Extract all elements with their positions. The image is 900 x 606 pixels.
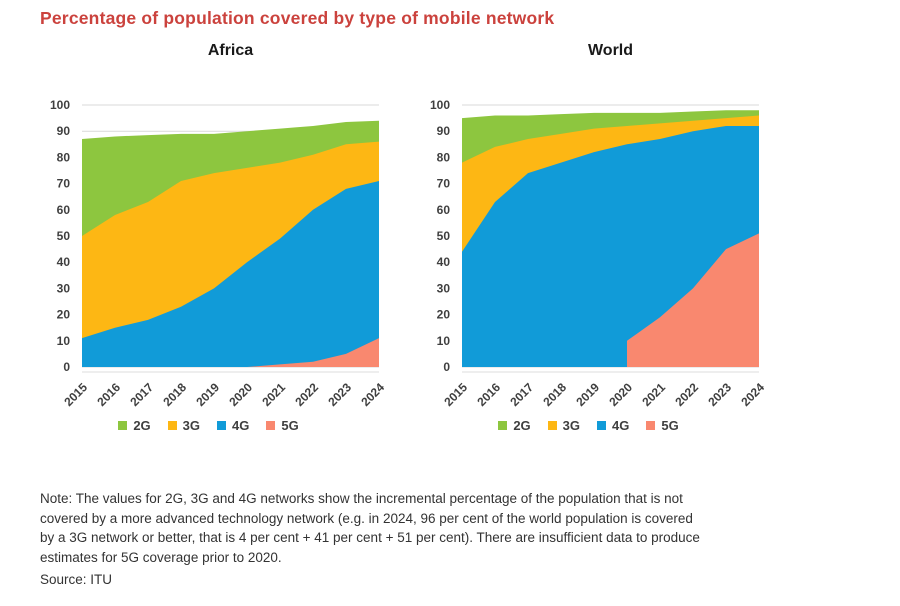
svg-text:2020: 2020 [226, 380, 255, 409]
legend-label-3g: 3G [182, 418, 200, 433]
legend-swatch-5g-icon [266, 421, 276, 430]
svg-text:70: 70 [57, 177, 71, 191]
svg-text:2018: 2018 [160, 380, 189, 409]
svg-text:20: 20 [57, 308, 71, 322]
svg-text:100: 100 [430, 98, 450, 112]
chart-africa: Africa 0 10 20 30 40 50 60 70 80 90 100 2015 2016 201… [34, 40, 384, 450]
legend-swatch-2g-icon [498, 421, 508, 430]
svg-text:2015: 2015 [441, 380, 470, 409]
chart-note: Note: The values for 2G, 3G and 4G netwo… [40, 491, 700, 565]
legend-label-3g: 3G [562, 418, 580, 433]
svg-text:2022: 2022 [672, 380, 701, 409]
legend-item-4g: 4G [217, 418, 249, 433]
legend-swatch-5g-icon [646, 421, 656, 430]
svg-text:20: 20 [437, 308, 451, 322]
svg-text:0: 0 [63, 360, 70, 374]
legend-item-2g: 2G [498, 418, 531, 433]
svg-text:80: 80 [437, 150, 451, 164]
svg-text:2020: 2020 [606, 380, 635, 409]
svg-text:50: 50 [437, 229, 451, 243]
svg-text:10: 10 [437, 334, 451, 348]
svg-text:100: 100 [50, 98, 70, 112]
svg-text:40: 40 [437, 255, 451, 269]
svg-text:60: 60 [57, 203, 71, 217]
legend-item-5g: 5G [646, 418, 679, 433]
svg-text:2017: 2017 [507, 380, 536, 409]
chart-world-title: World [587, 42, 634, 59]
legend-item-2g: 2G [118, 418, 151, 433]
svg-text:2024: 2024 [738, 380, 764, 409]
svg-text:2018: 2018 [540, 380, 569, 409]
legend-label-4g: 4G [232, 418, 250, 433]
svg-text:2021: 2021 [259, 380, 288, 409]
legend-label-5g: 5G [661, 418, 679, 433]
legend-item-4g: 4G [597, 418, 629, 433]
svg-text:90: 90 [57, 124, 71, 138]
legend-label-4g: 4G [612, 418, 630, 433]
page-title: Percentage of population covered by type… [40, 8, 555, 28]
svg-text:2017: 2017 [127, 380, 156, 409]
svg-text:30: 30 [57, 281, 71, 295]
svg-text:70: 70 [437, 177, 451, 191]
chart-source: Source: ITU [40, 572, 113, 587]
chart-world: World 0 10 20 30 40 50 60 70 80 90 100 2015 2016 2017… [414, 40, 764, 450]
legend-swatch-4g-icon [597, 421, 606, 430]
svg-text:2015: 2015 [61, 380, 90, 409]
svg-text:2022: 2022 [292, 380, 321, 409]
legend-item-3g: 3G [167, 418, 200, 433]
svg-text:40: 40 [57, 255, 71, 269]
chart-world-legend: 2G 3G 4G 5G [440, 418, 737, 433]
chart-africa-title: Africa [207, 42, 254, 59]
legend-swatch-3g-icon [167, 421, 177, 430]
legend-label-5g: 5G [281, 418, 299, 433]
svg-text:30: 30 [437, 281, 451, 295]
svg-text:60: 60 [437, 203, 451, 217]
chart-africa-legend: 2G 3G 4G 5G [60, 418, 357, 433]
svg-text:2016: 2016 [94, 380, 123, 409]
svg-text:90: 90 [437, 124, 451, 138]
legend-item-5g: 5G [266, 418, 299, 433]
legend-label-2g: 2G [133, 418, 151, 433]
legend-swatch-4g-icon [217, 421, 226, 430]
svg-text:2024: 2024 [358, 380, 384, 409]
legend-item-3g: 3G [547, 418, 580, 433]
svg-text:2016: 2016 [474, 380, 503, 409]
svg-text:0: 0 [443, 360, 450, 374]
legend-swatch-2g-icon [118, 421, 128, 430]
svg-text:80: 80 [57, 150, 71, 164]
svg-text:2019: 2019 [193, 380, 222, 409]
svg-text:2023: 2023 [705, 380, 734, 409]
legend-label-2g: 2G [513, 418, 531, 433]
legend-swatch-3g-icon [547, 421, 557, 430]
svg-text:2023: 2023 [325, 380, 354, 409]
svg-text:10: 10 [57, 334, 71, 348]
svg-text:2019: 2019 [573, 380, 602, 409]
svg-text:2021: 2021 [639, 380, 668, 409]
svg-text:50: 50 [57, 229, 71, 243]
